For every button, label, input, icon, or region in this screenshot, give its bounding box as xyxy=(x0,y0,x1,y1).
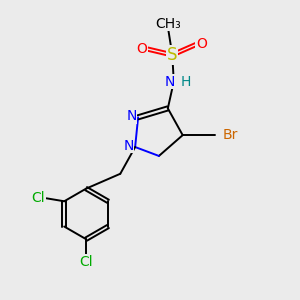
Text: Cl: Cl xyxy=(31,191,45,205)
Text: N: N xyxy=(123,139,134,152)
Text: O: O xyxy=(196,38,207,52)
Text: Cl: Cl xyxy=(79,255,93,269)
Text: H: H xyxy=(180,75,191,88)
Text: N: N xyxy=(165,75,175,88)
Text: CH₃: CH₃ xyxy=(155,17,181,31)
Text: O: O xyxy=(136,42,147,56)
Text: N: N xyxy=(126,109,137,123)
Text: Br: Br xyxy=(223,128,238,142)
Text: S: S xyxy=(167,46,178,64)
